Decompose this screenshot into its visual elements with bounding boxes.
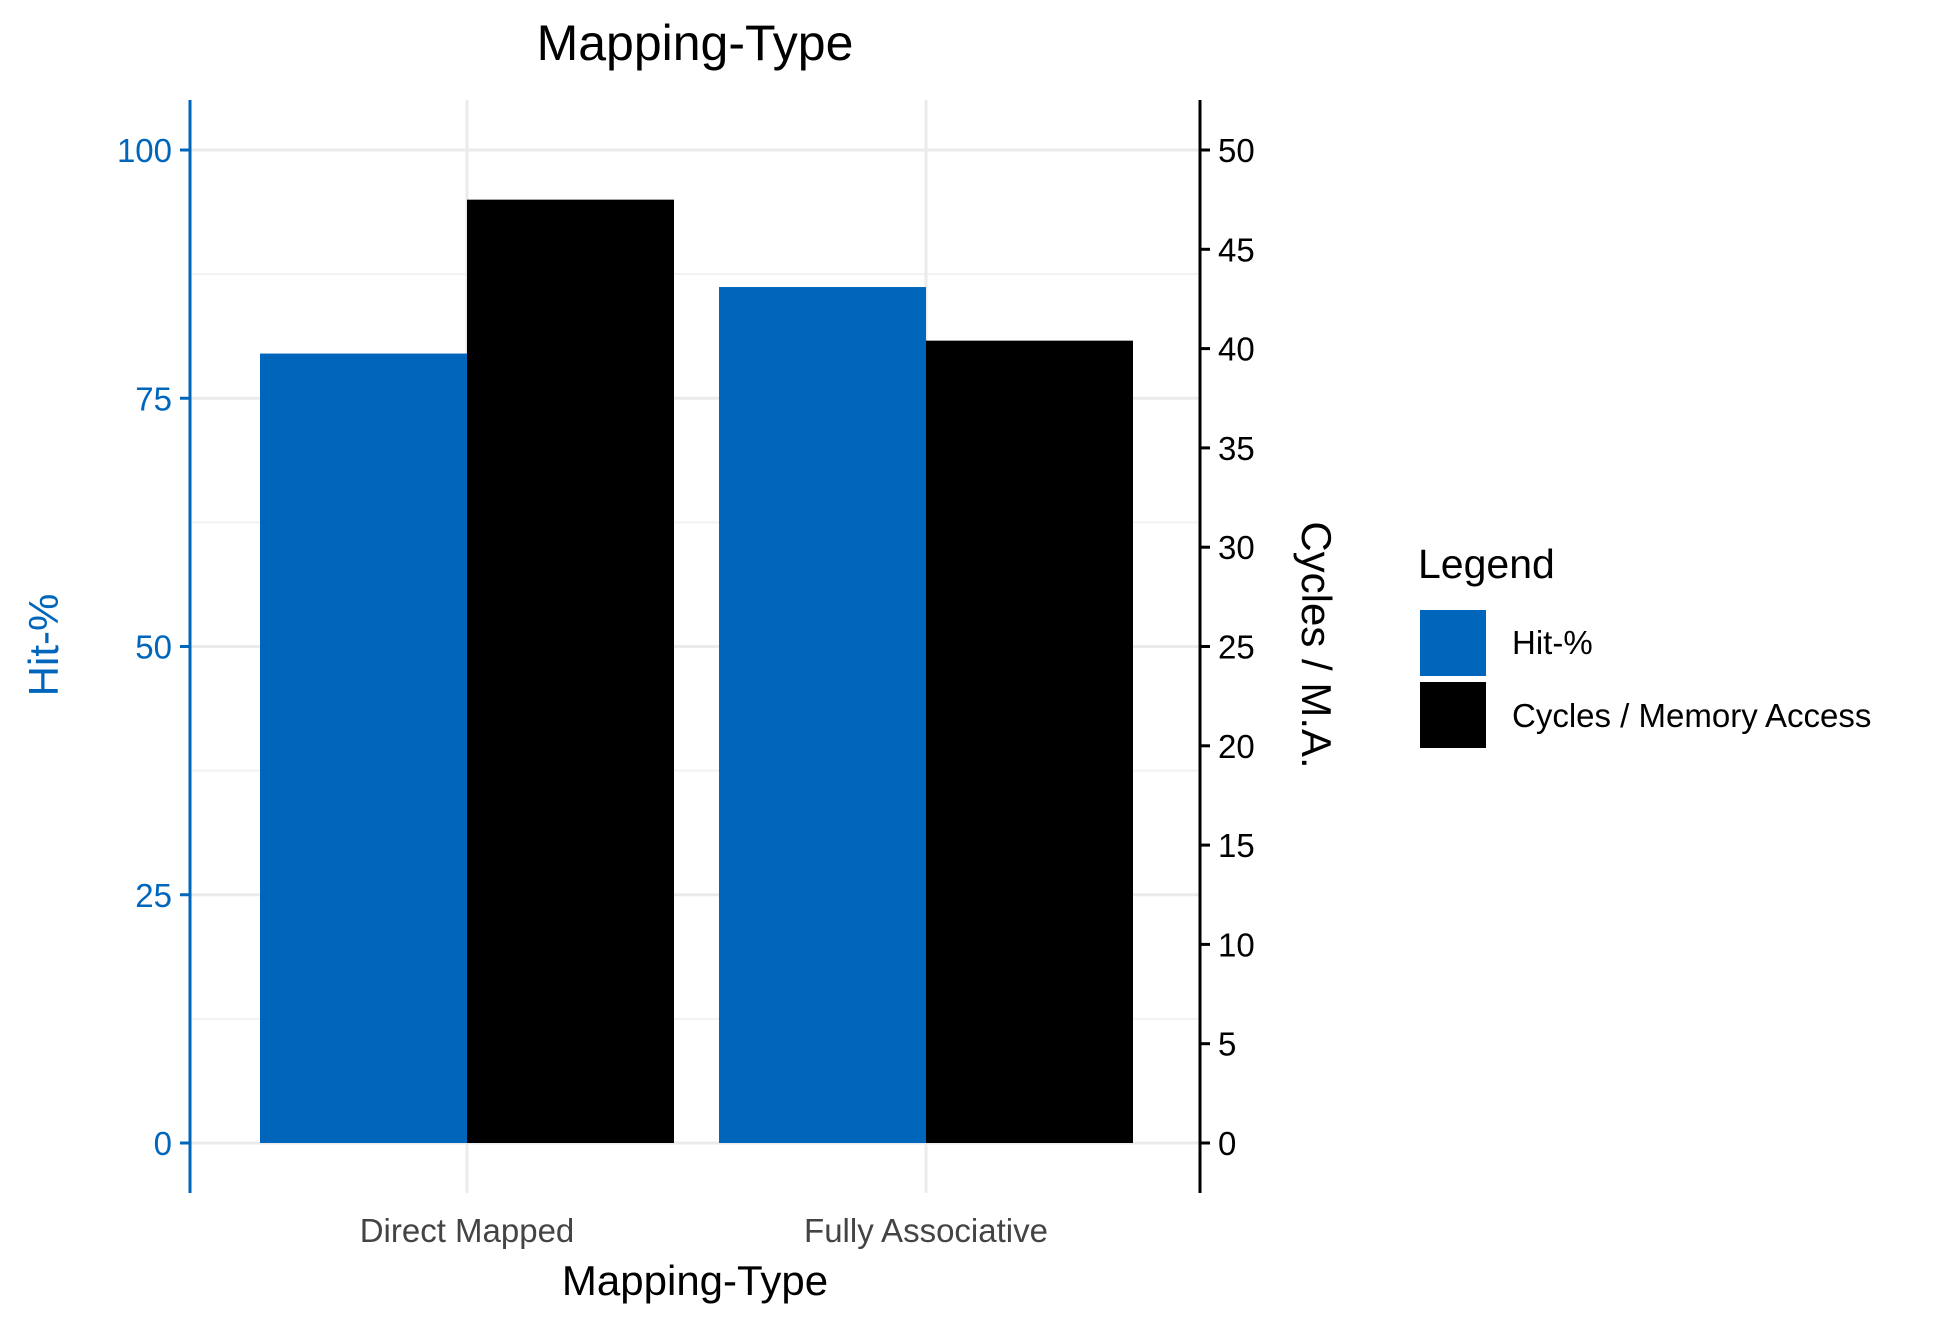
- legend: Legend Hit-% Cycles / Memory Access: [1418, 541, 1871, 748]
- bar-cycles-1: [926, 340, 1133, 1143]
- x-axis-title: Mapping-Type: [562, 1257, 828, 1304]
- right-tick-label: 0: [1218, 1125, 1236, 1162]
- right-tick-label: 50: [1218, 132, 1255, 169]
- bar-hit-0: [260, 353, 467, 1143]
- left-tick-label: 100: [117, 132, 172, 169]
- left-tick-label: 75: [135, 380, 172, 417]
- legend-label-hit: Hit-%: [1512, 624, 1593, 661]
- category-tick-label: Fully Associative: [804, 1212, 1048, 1249]
- legend-title: Legend: [1418, 541, 1555, 587]
- right-tick-label: 35: [1218, 430, 1255, 467]
- right-tick-label: 5: [1218, 1026, 1236, 1063]
- right-tick-label: 25: [1218, 629, 1255, 666]
- right-tick-label: 45: [1218, 231, 1255, 268]
- y-axis-title: Hit-%: [20, 594, 67, 697]
- chart-title: Mapping-Type: [537, 15, 854, 71]
- right-tick-label: 10: [1218, 926, 1255, 963]
- legend-label-cycles: Cycles / Memory Access: [1512, 697, 1871, 734]
- tick-layer: 0 25 50 75 100 0 5 10 15 20 25 30 35 40 45 50 Direct Map…: [117, 132, 1255, 1249]
- y2-axis-title: Cycles / M.A.: [1293, 521, 1340, 768]
- bar-cycles-0: [467, 199, 674, 1143]
- left-tick-label: 50: [135, 629, 172, 666]
- right-tick-label: 20: [1218, 728, 1255, 765]
- category-tick-label: Direct Mapped: [360, 1212, 575, 1249]
- right-tick-label: 30: [1218, 529, 1255, 566]
- left-tick-label: 0: [154, 1125, 172, 1162]
- right-tick-label: 15: [1218, 827, 1255, 864]
- bar-hit-1: [719, 287, 926, 1143]
- left-tick-label: 25: [135, 877, 172, 914]
- legend-swatch-cycles: [1420, 682, 1486, 748]
- right-tick-label: 40: [1218, 331, 1255, 368]
- legend-swatch-hit: [1420, 610, 1486, 676]
- bar-layer: [260, 199, 1133, 1143]
